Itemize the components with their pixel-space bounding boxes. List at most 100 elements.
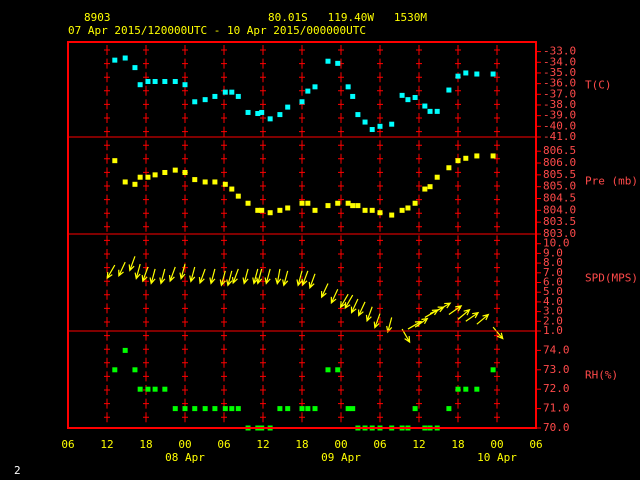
- y-tick-label: 6.0: [543, 276, 563, 289]
- x-tick-label: 12: [256, 438, 269, 451]
- grid-cross: [299, 45, 305, 423]
- data-point: [277, 112, 283, 118]
- data-point: [305, 406, 311, 412]
- data-point: [399, 92, 405, 98]
- wind-arrow: [134, 263, 141, 280]
- y-tick-label: 3.0: [543, 305, 563, 318]
- y-tick-label: 804.0: [543, 203, 576, 216]
- grid-cross: [104, 45, 110, 423]
- wind-arrow: [339, 293, 349, 309]
- panel-label: Pre (mb): [585, 175, 638, 188]
- grid-cross: [260, 45, 266, 423]
- data-point: [490, 367, 496, 373]
- data-point: [182, 82, 188, 88]
- data-point: [427, 184, 433, 190]
- wind-arrow: [282, 270, 289, 287]
- time-period: 07 Apr 2015/120000UTC - 10 Apr 2015/0000…: [68, 24, 366, 37]
- wind-arrow: [168, 266, 176, 283]
- data-point: [277, 406, 283, 412]
- data-point: [474, 386, 480, 392]
- data-point: [335, 200, 341, 206]
- wind-arrow: [365, 306, 373, 323]
- grid-cross: [338, 45, 344, 423]
- y-tick-label: 2.0: [543, 314, 563, 327]
- data-point: [325, 367, 331, 373]
- data-point: [212, 406, 218, 412]
- panel-label: T(C): [585, 79, 612, 92]
- station-location: 80.01S 119.40W 1530M: [268, 11, 427, 24]
- data-point: [345, 406, 351, 412]
- grid-cross: [416, 45, 422, 423]
- data-point: [259, 207, 265, 213]
- data-point: [422, 186, 428, 192]
- wind-arrow: [296, 270, 303, 287]
- data-point: [463, 155, 469, 161]
- grid-cross: [455, 45, 461, 423]
- data-point: [112, 367, 118, 373]
- x-tick-label: 06: [61, 438, 74, 451]
- data-point: [162, 386, 168, 392]
- wind-arrow: [219, 270, 226, 287]
- data-point: [312, 207, 318, 213]
- y-tick-label: 1.0: [543, 324, 563, 337]
- panel-label: SPD(MPS): [585, 272, 638, 285]
- y-tick-label: 70.0: [543, 421, 570, 434]
- data-point: [285, 406, 291, 412]
- data-point: [277, 207, 283, 213]
- data-point: [137, 386, 143, 392]
- x-tick-label: 00: [490, 438, 503, 451]
- data-point: [122, 55, 128, 61]
- data-point: [162, 78, 168, 84]
- data-point: [463, 70, 469, 76]
- data-point: [192, 177, 198, 183]
- data-point: [362, 119, 368, 125]
- data-point: [369, 207, 375, 213]
- wind-arrow: [209, 268, 216, 285]
- y-tick-label: -34.0: [543, 55, 576, 68]
- wind-arrow: [159, 268, 166, 285]
- data-point: [285, 205, 291, 211]
- data-point: [145, 78, 151, 84]
- y-tick-label: 804.5: [543, 192, 576, 205]
- wind-arrow: [275, 268, 282, 286]
- data-point: [235, 93, 241, 99]
- data-point: [446, 406, 452, 412]
- y-tick-label: 10.0: [543, 237, 570, 250]
- data-point: [474, 153, 480, 159]
- data-point: [285, 104, 291, 110]
- wind-arrow: [330, 289, 339, 305]
- date-label: 08 Apr: [165, 451, 205, 464]
- data-point: [212, 179, 218, 185]
- y-tick-label: 7.0: [543, 266, 563, 279]
- data-point: [192, 99, 198, 105]
- y-tick-label: 74.0: [543, 343, 570, 356]
- x-tick-label: 00: [334, 438, 347, 451]
- grid-cross: [494, 45, 500, 423]
- y-tick-label: 806.0: [543, 156, 576, 169]
- data-point: [405, 205, 411, 211]
- data-point: [259, 109, 265, 115]
- data-point: [137, 82, 143, 88]
- y-tick-label: 805.5: [543, 168, 576, 181]
- data-point: [350, 406, 356, 412]
- wind-arrow: [106, 264, 116, 280]
- y-tick-label: -40.0: [543, 119, 576, 132]
- x-tick-label: 18: [295, 438, 308, 451]
- data-point: [152, 386, 158, 392]
- data-point: [255, 207, 261, 213]
- wind-arrow: [256, 268, 263, 285]
- wind-arrow: [264, 268, 271, 285]
- x-tick-label: 06: [217, 438, 230, 451]
- page-number: 2: [14, 464, 21, 477]
- data-point: [412, 406, 418, 412]
- data-point: [267, 210, 273, 216]
- data-point: [222, 89, 228, 95]
- y-tick-label: -39.0: [543, 109, 576, 122]
- y-tick-label: -35.0: [543, 66, 576, 79]
- data-point: [182, 406, 188, 412]
- data-point: [229, 406, 235, 412]
- data-point: [412, 200, 418, 206]
- y-tick-label: -38.0: [543, 98, 576, 111]
- y-tick-label: 71.0: [543, 402, 570, 415]
